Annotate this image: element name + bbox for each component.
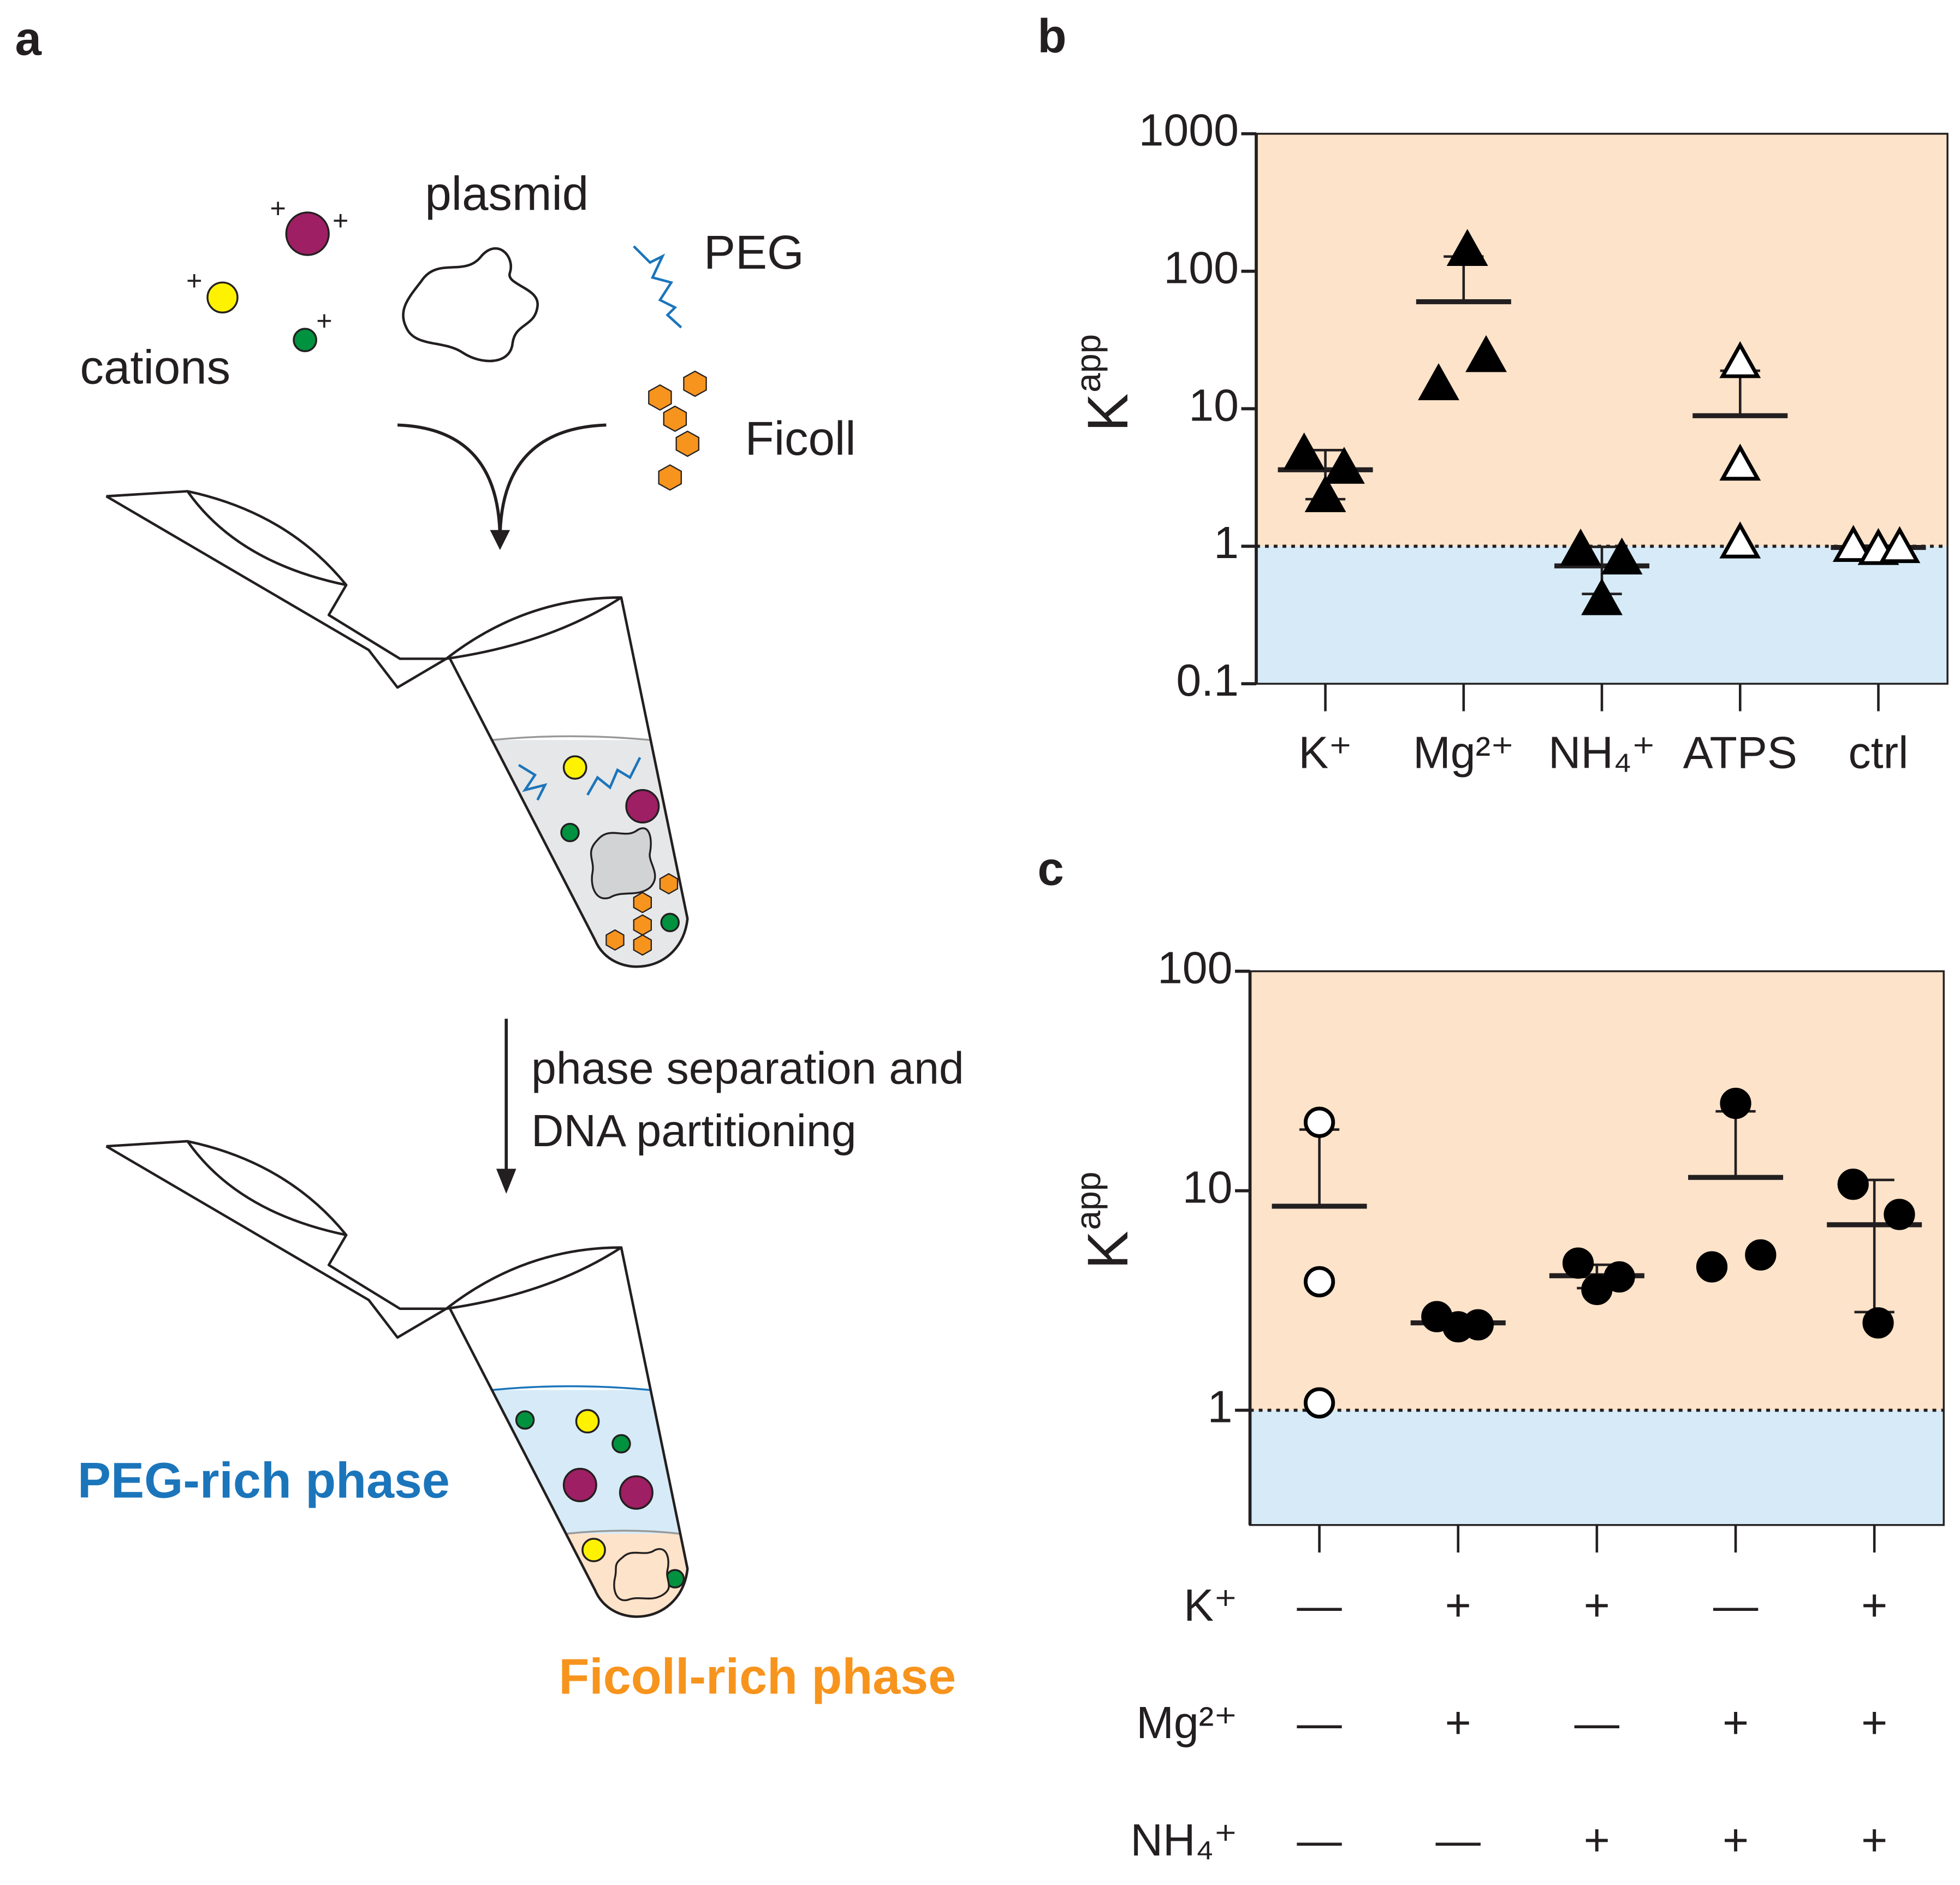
point — [1304, 475, 1346, 512]
condition-value: + — [1861, 1815, 1887, 1865]
y-tick-label: 1000 — [1139, 105, 1239, 156]
point — [1562, 1247, 1594, 1279]
ficoll-phase-label: Ficoll-rich phase — [559, 1649, 956, 1705]
point — [1446, 229, 1488, 266]
charge: + — [332, 205, 348, 236]
condition-value: + — [1445, 1698, 1471, 1748]
condition-value: + — [1861, 1698, 1887, 1748]
x-tick-label: K⁺ — [1298, 728, 1352, 778]
y-tick-label: 100 — [1157, 942, 1233, 993]
condition-value: + — [1723, 1815, 1749, 1865]
point — [1323, 447, 1365, 484]
charge: + — [316, 305, 332, 336]
charge: + — [186, 265, 202, 296]
region-below — [1250, 1410, 1944, 1525]
condition-value: + — [1723, 1698, 1749, 1748]
y-label-main: K — [1076, 1231, 1140, 1269]
y-tick-label: 1 — [1208, 1382, 1233, 1432]
condition-value: + — [1584, 1815, 1610, 1865]
condition-value: + — [1861, 1580, 1887, 1631]
point — [1465, 335, 1507, 372]
x-tick-label: NH₄⁺ — [1548, 728, 1655, 778]
ficoll-label: Ficoll — [745, 412, 856, 465]
condition-label: K⁺ — [1184, 1580, 1237, 1631]
point — [1303, 1387, 1335, 1419]
condition-value: — — [1297, 1698, 1342, 1748]
plasmid-label: plasmid — [425, 168, 589, 221]
point — [1601, 537, 1643, 575]
point — [1303, 1266, 1335, 1297]
step-label: DNA partitioning — [531, 1106, 857, 1156]
point — [1832, 525, 1874, 562]
tube-separated — [105, 1140, 689, 1618]
condition-value: + — [1584, 1580, 1610, 1631]
point — [1581, 578, 1623, 615]
y-label-sup: app — [1068, 334, 1108, 393]
point — [1884, 1199, 1915, 1230]
point — [1719, 341, 1761, 378]
point — [1560, 529, 1602, 566]
y-tick-label: 100 — [1163, 243, 1239, 293]
y-tick-label: 0.1 — [1176, 655, 1239, 706]
y-tick-label: 10 — [1189, 380, 1239, 430]
point — [1418, 363, 1459, 400]
panel-label: b — [1037, 10, 1066, 63]
point — [1696, 1251, 1728, 1283]
tube-mixed — [105, 490, 689, 968]
y-tick-label: 10 — [1183, 1162, 1233, 1212]
y-label-main: K — [1076, 393, 1140, 431]
y-tick-label: 1 — [1214, 518, 1239, 568]
point — [1837, 1169, 1869, 1200]
x-tick-label: Mg²⁺ — [1413, 728, 1514, 778]
condition-value: — — [1297, 1580, 1342, 1631]
point — [1745, 1239, 1777, 1271]
condition-value: — — [1713, 1580, 1759, 1631]
charge: + — [270, 192, 286, 223]
point — [1303, 1106, 1335, 1138]
y-label-sup: app — [1068, 1172, 1108, 1230]
ingredients — [206, 211, 707, 550]
x-tick-label: ctrl — [1849, 728, 1909, 778]
point — [1462, 1309, 1494, 1341]
cations-label: cations — [80, 341, 231, 394]
panel-label: a — [15, 13, 41, 66]
point — [1862, 1307, 1894, 1339]
condition-label: Mg²⁺ — [1136, 1698, 1237, 1748]
point — [1720, 1088, 1751, 1119]
point — [1879, 526, 1921, 564]
condition-value: — — [1436, 1815, 1481, 1865]
condition-value: — — [1575, 1698, 1620, 1748]
condition-value: — — [1297, 1815, 1342, 1865]
point — [1719, 443, 1761, 481]
condition-value: + — [1445, 1580, 1471, 1631]
peg-label: PEG — [704, 226, 804, 279]
region-above — [1250, 971, 1944, 1410]
peg-phase-label: PEG-rich phase — [78, 1453, 450, 1508]
point — [1283, 432, 1325, 470]
condition-label: NH₄⁺ — [1130, 1815, 1237, 1865]
point — [1603, 1261, 1635, 1293]
arrow-head — [496, 1169, 516, 1194]
x-tick-label: ATPS — [1683, 728, 1797, 778]
step-label: phase separation and — [531, 1044, 964, 1094]
point — [1719, 521, 1761, 559]
panel-label: c — [1037, 843, 1064, 896]
region-above — [1256, 133, 1948, 547]
